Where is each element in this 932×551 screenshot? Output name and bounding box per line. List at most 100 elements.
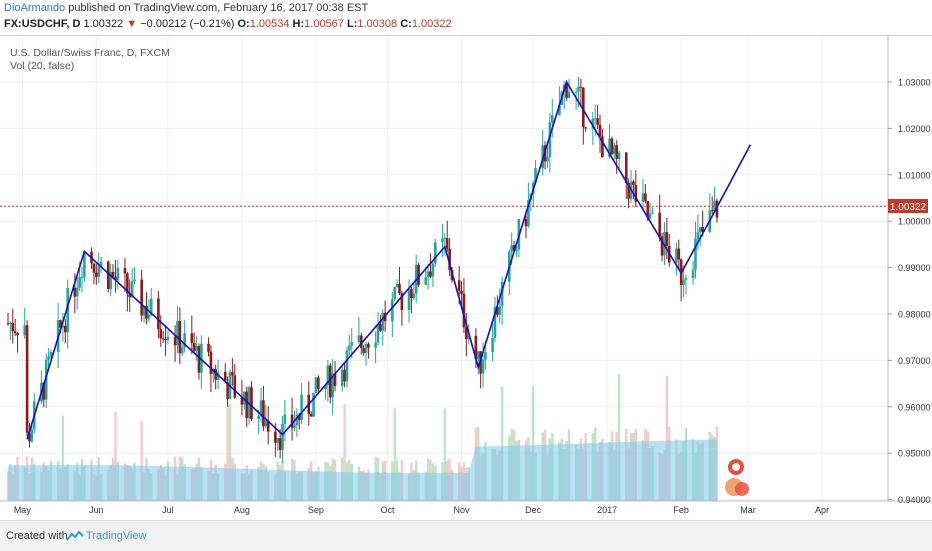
volume-bar (228, 404, 232, 501)
candle-body (209, 351, 213, 374)
price-chart[interactable]: 1.03000 1.02000 1.01000 1.00000 0.99000 0.980… (0, 36, 932, 517)
candle-body (178, 320, 182, 354)
candle-body (164, 338, 167, 341)
price-tag-bg (888, 199, 928, 213)
candle-body (376, 324, 380, 343)
candle-body (476, 351, 480, 360)
low-label: L: (346, 18, 358, 30)
y-tick-label: 1.00000 (898, 217, 931, 227)
y-tick-label: 1.03000 (898, 78, 931, 88)
footer: Created with TradingView (0, 520, 932, 551)
candle-body (226, 382, 229, 400)
candle-body (44, 359, 48, 400)
candle-body (567, 91, 571, 98)
candle-body (157, 298, 160, 330)
candle-body (550, 115, 554, 123)
candle-body (257, 415, 260, 420)
candle-body (441, 238, 444, 243)
candle-body (448, 248, 451, 270)
candle-body (78, 277, 81, 288)
candle-body (364, 343, 368, 354)
x-tick-label: Aug (234, 505, 250, 515)
candle-body (61, 325, 65, 328)
candle-body (276, 438, 280, 443)
candle-body (142, 306, 146, 316)
candle-body (192, 342, 196, 351)
price-tag: 1.00322 (888, 199, 928, 213)
candle-body (30, 429, 34, 442)
candle-body (510, 245, 513, 252)
candle-body (345, 350, 349, 382)
candle-body (309, 413, 313, 417)
volume-bar (226, 407, 229, 501)
volume-bar (500, 386, 504, 501)
candle-body (443, 238, 447, 240)
candle-body (233, 375, 237, 398)
candle-body (624, 152, 628, 183)
candle-body (596, 118, 599, 125)
candle-body (412, 293, 416, 299)
event-bundle-icon-2[interactable] (735, 482, 749, 496)
volume-bar (665, 376, 669, 501)
candle-body (558, 104, 561, 116)
candle-body (161, 338, 165, 340)
y-tick-label: 0.94000 (898, 495, 931, 505)
candle-body (424, 277, 428, 285)
candle-body (660, 236, 664, 256)
chart-area[interactable]: 1.03000 1.02000 1.01000 1.00000 0.99000 0.980… (0, 35, 932, 517)
candle-body (648, 213, 652, 219)
candle-body (317, 377, 320, 390)
volume-indicator-label[interactable]: Vol (20, false) (10, 60, 75, 72)
volume-ma-area (8, 439, 717, 501)
candle-body (180, 347, 184, 354)
candle-body (133, 279, 136, 282)
candle-body (348, 345, 351, 351)
y-tick-label: 1.02000 (898, 124, 931, 134)
x-tick-label: Sep (308, 505, 324, 515)
zigzag-line (26, 80, 752, 440)
candle-body (646, 201, 650, 219)
candle-body (264, 420, 268, 427)
candle-body (465, 327, 468, 340)
candle-body (479, 351, 482, 374)
candle-body (92, 263, 96, 273)
candle-body (73, 287, 77, 297)
price-tag-text: 1.00322 (890, 202, 927, 213)
x-tick-label: Oct (381, 505, 396, 515)
candle-body (283, 414, 287, 425)
candle-body (374, 342, 377, 348)
candle-body (278, 438, 282, 450)
candle-body (200, 343, 203, 373)
candle-body (467, 335, 471, 340)
publish-text: published on TradingView.com, February 1… (65, 2, 369, 14)
candle-body (350, 342, 354, 346)
candle-body (42, 382, 46, 400)
volume-bar (61, 415, 65, 501)
candle-body (9, 323, 12, 325)
candle-body (696, 232, 700, 240)
tradingview-link[interactable]: TradingView (86, 530, 147, 542)
candle-body (617, 152, 621, 160)
high-value: 1.00567 (304, 18, 344, 30)
x-tick-label: Jun (89, 505, 104, 515)
candle-body (675, 248, 678, 263)
candle-body (512, 245, 516, 251)
author-link[interactable]: DioArmando (4, 2, 66, 14)
x-tick-label: Apr (815, 505, 829, 515)
candle-body (534, 168, 537, 183)
candle-body (297, 414, 301, 420)
x-tick-label: Dec (525, 505, 542, 515)
candle-body (527, 200, 530, 227)
candle-body (243, 391, 246, 405)
event-flag-icon-inner (732, 463, 740, 471)
candle-body (290, 414, 294, 428)
low-value: 1.00308 (357, 18, 398, 30)
event-icons[interactable] (725, 459, 749, 496)
candle-body (565, 84, 568, 98)
volume-bar (140, 420, 143, 501)
close-value: 1.00322 (411, 18, 452, 30)
candle-body (601, 136, 604, 158)
candle-body (247, 387, 251, 418)
candle-body (223, 371, 227, 383)
candle-body (591, 118, 595, 129)
